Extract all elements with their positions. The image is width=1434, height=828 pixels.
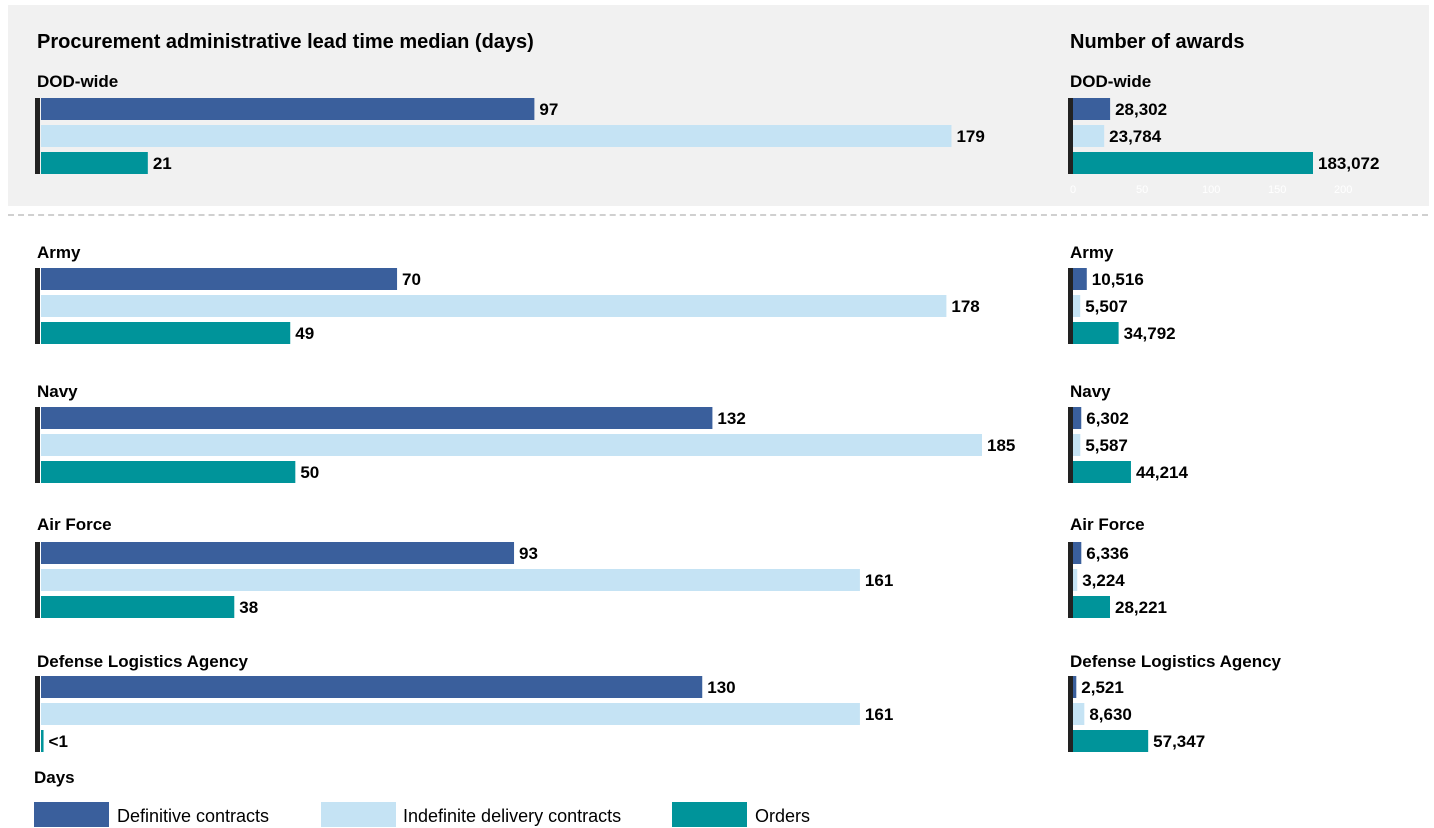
awards-axis-line (1068, 98, 1073, 174)
awards-category-label-air-force: Air Force (1070, 515, 1145, 534)
lead-time-data-label-defense-logistics-agency-orders: <1 (49, 732, 68, 751)
awards-data-label-dod-wide-indefinite: 23,784 (1109, 127, 1162, 146)
lead-time-bar-dod-wide-indefinite (41, 125, 952, 147)
lead-time-data-label-air-force-indefinite: 161 (865, 571, 893, 590)
awards-data-label-navy-definitive: 6,302 (1086, 409, 1129, 428)
legend-swatch-indefinite (321, 802, 396, 827)
awards-bar-army-orders (1073, 322, 1119, 344)
lead-time-data-label-dod-wide-indefinite: 179 (956, 127, 984, 146)
awards-data-label-army-definitive: 10,516 (1092, 270, 1144, 289)
awards-data-label-defense-logistics-agency-orders: 57,347 (1153, 732, 1205, 751)
awards-axis-line (1068, 268, 1073, 344)
lead-time-bar-navy-indefinite (41, 434, 982, 456)
awards-bar-dod-wide-definitive (1073, 98, 1111, 120)
awards-bar-defense-logistics-agency-indefinite (1073, 703, 1085, 725)
awards-bar-army-indefinite (1073, 295, 1081, 317)
lead-time-data-label-navy-orders: 50 (300, 463, 319, 482)
awards-category-label-navy: Navy (1070, 382, 1111, 401)
awards-tick-label: 200 (1334, 184, 1352, 196)
lead-time-category-label-navy: Navy (37, 382, 78, 401)
awards-bar-air-force-definitive (1073, 542, 1082, 564)
awards-data-label-navy-orders: 44,214 (1136, 463, 1189, 482)
lead-time-axis-line (35, 542, 40, 618)
awards-bar-army-definitive (1073, 268, 1087, 290)
lead-time-axis-line (35, 676, 40, 752)
lead-time-bar-defense-logistics-agency-orders (41, 730, 44, 752)
lead-time-data-label-navy-definitive: 132 (717, 409, 745, 428)
lead-time-bar-air-force-orders (41, 596, 235, 618)
lead-time-data-label-dod-wide-orders: 21 (153, 154, 172, 173)
lead-time-bar-army-definitive (41, 268, 398, 290)
lead-time-bar-navy-orders (41, 461, 296, 483)
awards-bar-dod-wide-indefinite (1073, 125, 1105, 147)
lead-time-bar-defense-logistics-agency-indefinite (41, 703, 860, 725)
awards-data-label-air-force-indefinite: 3,224 (1082, 571, 1125, 590)
awards-bar-navy-indefinite (1073, 434, 1081, 456)
lead-time-bar-air-force-indefinite (41, 569, 860, 591)
lead-time-category-label-dod-wide: DOD-wide (37, 72, 118, 91)
lead-time-data-label-army-orders: 49 (295, 324, 314, 343)
legend-label-definitive: Definitive contracts (117, 806, 270, 826)
lead-time-data-label-army-indefinite: 178 (951, 297, 979, 316)
lead-time-data-label-defense-logistics-agency-definitive: 130 (707, 678, 735, 697)
right-chart-title: Number of awards (1070, 31, 1244, 53)
awards-data-label-air-force-orders: 28,221 (1115, 598, 1167, 617)
awards-tick-label: 100 (1202, 184, 1220, 196)
lead-time-data-label-defense-logistics-agency-indefinite: 161 (865, 705, 893, 724)
awards-category-label-dod-wide: DOD-wide (1070, 72, 1151, 91)
x-axis-label: Days (34, 768, 75, 787)
awards-bar-navy-definitive (1073, 407, 1082, 429)
left-chart-title: Procurement administrative lead time med… (37, 31, 534, 53)
awards-data-label-air-force-definitive: 6,336 (1086, 544, 1129, 563)
section-divider (8, 214, 1428, 216)
lead-time-category-label-army: Army (37, 243, 81, 262)
awards-axis-line (1068, 542, 1073, 618)
awards-axis-line (1068, 676, 1073, 752)
lead-time-bar-air-force-definitive (41, 542, 515, 564)
lead-time-data-label-air-force-orders: 38 (239, 598, 258, 617)
awards-bar-dod-wide-orders (1073, 152, 1313, 174)
awards-data-label-defense-logistics-agency-definitive: 2,521 (1081, 678, 1124, 697)
lead-time-category-label-air-force: Air Force (37, 515, 112, 534)
awards-tick-label: 0 (1070, 184, 1076, 196)
awards-data-label-navy-indefinite: 5,587 (1085, 436, 1128, 455)
lead-time-bar-dod-wide-orders (41, 152, 148, 174)
awards-tick-label: 150 (1268, 184, 1286, 196)
lead-time-data-label-dod-wide-definitive: 97 (539, 100, 558, 119)
lead-time-category-label-defense-logistics-agency: Defense Logistics Agency (37, 652, 249, 671)
lead-time-data-label-navy-indefinite: 185 (987, 436, 1015, 455)
awards-tick-label: 50 (1136, 184, 1148, 196)
legend-swatch-orders (672, 802, 747, 827)
awards-bar-air-force-indefinite (1073, 569, 1078, 591)
awards-bar-navy-orders (1073, 461, 1131, 483)
awards-axis-line (1068, 407, 1073, 483)
lead-time-bar-army-orders (41, 322, 291, 344)
lead-time-bar-navy-definitive (41, 407, 713, 429)
awards-bar-air-force-orders (1073, 596, 1110, 618)
awards-data-label-dod-wide-orders: 183,072 (1318, 154, 1379, 173)
lead-time-axis-line (35, 407, 40, 483)
legend-swatch-definitive (34, 802, 109, 827)
lead-time-data-label-army-definitive: 70 (402, 270, 421, 289)
awards-category-label-army: Army (1070, 243, 1114, 262)
lead-time-bar-army-indefinite (41, 295, 947, 317)
awards-data-label-defense-logistics-agency-indefinite: 8,630 (1089, 705, 1132, 724)
awards-category-label-defense-logistics-agency: Defense Logistics Agency (1070, 652, 1282, 671)
awards-data-label-army-orders: 34,792 (1124, 324, 1176, 343)
awards-bar-defense-logistics-agency-orders (1073, 730, 1149, 752)
lead-time-axis-line (35, 98, 40, 174)
lead-time-bar-dod-wide-definitive (41, 98, 535, 120)
lead-time-data-label-air-force-definitive: 93 (519, 544, 538, 563)
lead-time-bar-defense-logistics-agency-definitive (41, 676, 703, 698)
lead-time-axis-line (35, 268, 40, 344)
awards-data-label-dod-wide-definitive: 28,302 (1115, 100, 1167, 119)
legend-label-orders: Orders (755, 806, 811, 826)
awards-data-label-army-indefinite: 5,507 (1085, 297, 1128, 316)
awards-bar-defense-logistics-agency-definitive (1073, 676, 1077, 698)
legend-label-indefinite: Indefinite delivery contracts (403, 806, 622, 826)
